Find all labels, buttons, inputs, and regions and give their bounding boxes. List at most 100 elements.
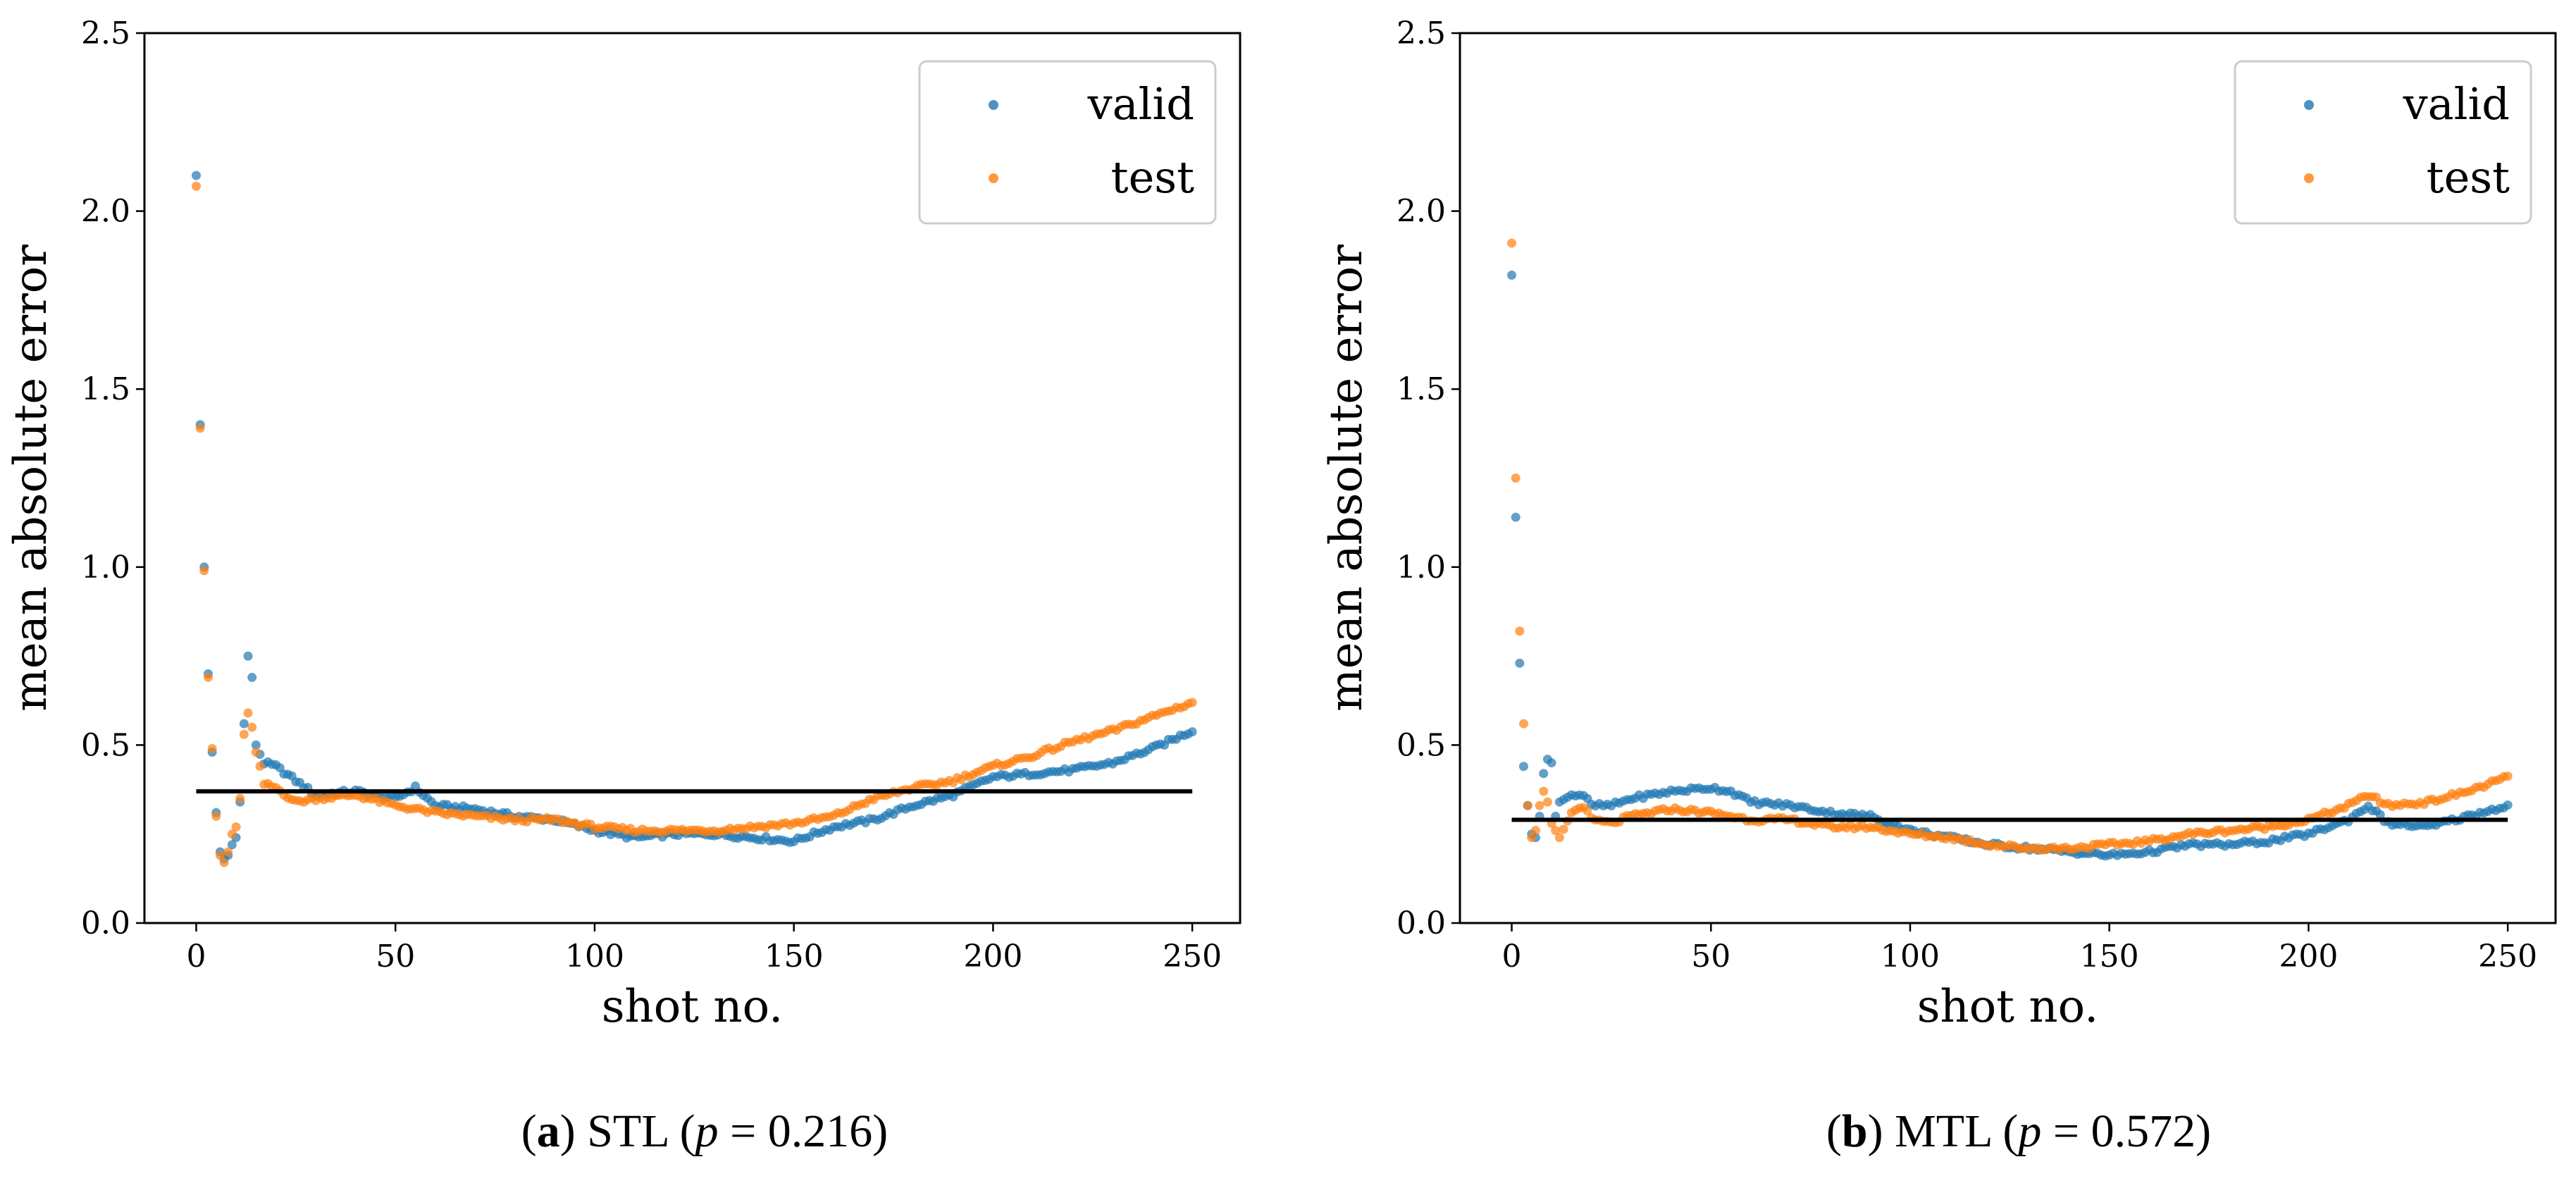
y-tick-label: 2.0: [81, 194, 130, 230]
legend-label-valid: valid: [1087, 78, 1194, 130]
x-tick-label: 200: [2279, 939, 2338, 974]
y-tick-label: 1.5: [1397, 371, 1446, 407]
valid-series: [192, 171, 1197, 864]
test-point: [1518, 719, 1528, 729]
y-tick-label: 0.0: [1397, 905, 1446, 941]
valid-point: [1539, 769, 1549, 779]
test-point: [223, 847, 233, 857]
test-point: [192, 181, 202, 191]
test-point: [1187, 698, 1197, 707]
chart-panel-a: 0.0 0.5 1.0 1.5 2.0 2.5 0 50 100 150 200 250 shot no…: [5, 16, 1241, 1033]
caption-value: = 0.572): [2041, 1106, 2212, 1157]
test-point: [211, 811, 221, 821]
test-series: [192, 181, 1197, 867]
legend-marker-test: [989, 173, 998, 183]
y-tick-label: 1.5: [81, 371, 130, 407]
test-point: [239, 729, 249, 739]
x-tick-label: 250: [1163, 939, 1222, 974]
legend-label-valid: valid: [2403, 78, 2510, 130]
test-point: [1527, 833, 1537, 843]
caption-letter: a: [536, 1106, 560, 1157]
valid-point: [247, 672, 257, 682]
legend-label-test: test: [1111, 151, 1194, 203]
valid-point: [1515, 658, 1525, 668]
test-point: [1539, 786, 1549, 796]
test-point: [219, 857, 229, 867]
caption-text: MTL (: [1895, 1106, 2019, 1157]
test-point: [207, 743, 217, 753]
caption-b: (b) MTL (p = 0.572): [1826, 1106, 2212, 1157]
plot-frame: [143, 32, 1241, 924]
test-point: [1535, 800, 1544, 810]
x-tick-label: 0: [187, 939, 206, 974]
valid-point: [1518, 762, 1528, 772]
valid-point: [1547, 758, 1556, 768]
y-tick-label: 0.5: [1397, 727, 1446, 763]
x-tick-label: 0: [1502, 939, 1522, 974]
test-point: [227, 829, 237, 839]
data-layer: [192, 171, 1197, 867]
y-tick-label: 1.0: [81, 550, 130, 586]
caption-variable: p: [2018, 1106, 2042, 1157]
valid-point: [227, 840, 237, 850]
y-axis-label: mean absolute error: [1320, 244, 1373, 712]
legend-label-test: test: [2427, 151, 2510, 203]
test-point: [1551, 826, 1561, 836]
x-tick-label: 200: [963, 939, 1022, 974]
test-point: [1523, 800, 1532, 810]
legend-marker-valid: [2304, 100, 2314, 110]
test-point: [251, 748, 261, 757]
valid-point: [251, 740, 261, 750]
legend-marker-test: [2304, 173, 2314, 183]
x-tick-label: 150: [764, 939, 824, 974]
caption-value: = 0.216): [718, 1106, 888, 1157]
x-tick-label: 150: [2080, 939, 2139, 974]
data-layer: [1507, 238, 2513, 861]
test-point: [243, 708, 253, 718]
y-tick-label: 0.5: [81, 727, 130, 763]
chart-panel-b: 0.0 0.5 1.0 1.5 2.0 2.5 0 50 100 150 200 250 shot no…: [1320, 16, 2557, 1033]
test-point: [195, 423, 205, 433]
test-point: [2503, 772, 2513, 781]
test-point: [203, 672, 213, 682]
x-axis-label: shot no.: [1917, 981, 2099, 1033]
valid-point: [1187, 727, 1197, 737]
x-tick-label: 50: [1691, 939, 1730, 974]
valid-point: [192, 171, 202, 180]
caption-a: (a) STL (p = 0.216): [521, 1106, 888, 1157]
x-tick-label: 50: [376, 939, 415, 974]
test-point: [199, 566, 209, 576]
test-point: [1511, 473, 1521, 483]
y-tick-label: 2.5: [1397, 16, 1446, 51]
test-point: [1559, 824, 1568, 834]
test-point: [247, 722, 257, 732]
y-tick-label: 2.5: [81, 16, 130, 51]
x-tick-label: 250: [2478, 939, 2537, 974]
test-point: [1542, 797, 1552, 807]
caption-variable: p: [695, 1106, 719, 1157]
test-point: [231, 822, 241, 832]
legend: valid test: [2234, 60, 2532, 225]
valid-point: [1511, 512, 1521, 522]
test-point: [1583, 806, 1592, 816]
valid-point: [1507, 271, 1517, 280]
x-tick-label: 100: [1881, 939, 1940, 974]
test-point: [215, 850, 225, 860]
x-tick-label: 100: [565, 939, 624, 974]
legend: valid test: [918, 60, 1217, 225]
valid-point: [239, 719, 249, 729]
valid-point: [243, 651, 253, 661]
test-series: [1507, 238, 2513, 855]
test-point: [1554, 833, 1564, 843]
valid-point: [2503, 800, 2513, 810]
test-point: [1515, 626, 1525, 636]
test-point: [1530, 826, 1540, 836]
valid-point: [2375, 810, 2385, 819]
caption-letter: b: [1841, 1106, 1868, 1157]
y-axis-label: mean absolute error: [5, 244, 57, 712]
legend-marker-valid: [989, 100, 998, 110]
caption-text: STL (: [587, 1106, 695, 1157]
y-tick-label: 2.0: [1397, 194, 1446, 230]
x-axis-label: shot no.: [602, 981, 784, 1033]
